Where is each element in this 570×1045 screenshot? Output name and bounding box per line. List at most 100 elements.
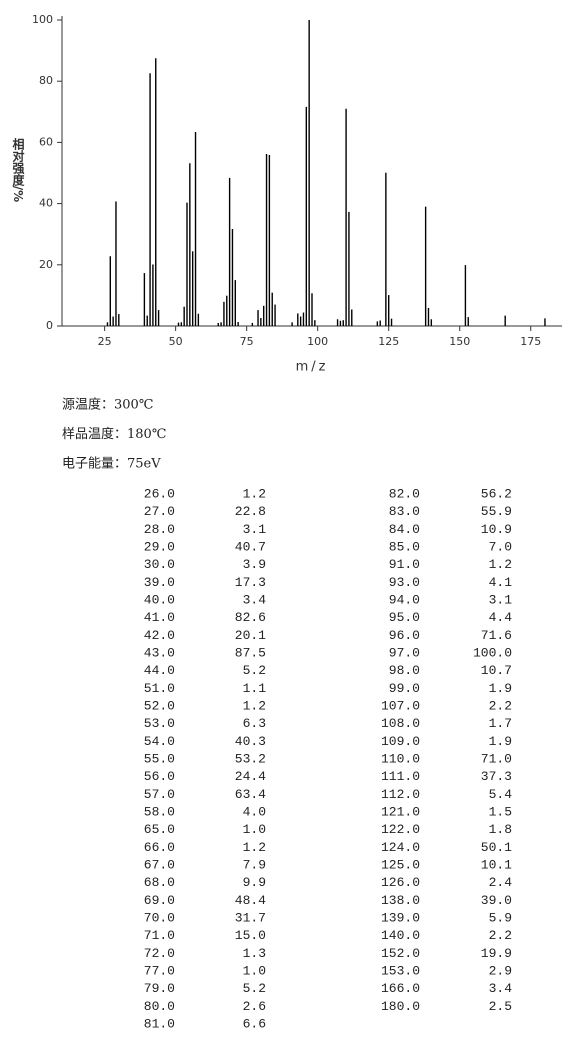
table-mz: 53.0: [144, 716, 175, 731]
table-mz: 97.0: [389, 645, 420, 660]
y-tick-label: 60: [39, 135, 53, 148]
table-intensity: 22.8: [235, 504, 266, 519]
table-mz: 180.0: [381, 999, 420, 1014]
table-intensity: 6.3: [243, 716, 266, 731]
table-intensity: 1.3: [243, 946, 266, 961]
table-intensity: 71.6: [481, 628, 512, 643]
table-mz: 26.0: [144, 486, 175, 501]
table-mz: 56.0: [144, 769, 175, 784]
table-intensity: 9.9: [243, 875, 266, 890]
table-mz: 27.0: [144, 504, 175, 519]
table-mz: 41.0: [144, 610, 175, 625]
table-intensity: 3.1: [489, 592, 513, 607]
table-intensity: 87.5: [235, 645, 266, 660]
table-mz: 111.0: [381, 769, 420, 784]
table-intensity: 1.8: [489, 822, 512, 837]
table-intensity: 63.4: [235, 787, 266, 802]
table-mz: 55.0: [144, 751, 175, 766]
table-intensity: 1.5: [489, 804, 512, 819]
table-mz: 152.0: [381, 946, 420, 961]
x-tick-label: 75: [240, 335, 254, 348]
table-intensity: 56.2: [481, 486, 512, 501]
table-intensity: 5.2: [243, 981, 266, 996]
table-mz: 110.0: [381, 751, 420, 766]
table-intensity: 71.0: [481, 751, 512, 766]
table-mz: 54.0: [144, 734, 175, 749]
table-mz: 72.0: [144, 946, 175, 961]
table-mz: 96.0: [389, 628, 420, 643]
table-intensity: 37.3: [481, 769, 512, 784]
table-mz: 65.0: [144, 822, 175, 837]
y-axis-label: 相对强度/%: [11, 136, 25, 202]
table-intensity: 1.2: [243, 698, 266, 713]
table-intensity: 2.9: [489, 964, 512, 979]
table-mz: 107.0: [381, 698, 420, 713]
table-mz: 51.0: [144, 681, 175, 696]
x-tick-label: 125: [378, 335, 399, 348]
x-tick-label: 100: [307, 335, 328, 348]
table-intensity: 50.1: [481, 840, 512, 855]
table-intensity: 5.4: [489, 787, 513, 802]
table-intensity: 2.2: [489, 928, 512, 943]
table-intensity: 5.9: [489, 911, 512, 926]
table-intensity: 82.6: [235, 610, 266, 625]
table-mz: 126.0: [381, 875, 420, 890]
table-mz: 44.0: [144, 663, 175, 678]
table-mz: 85.0: [389, 539, 420, 554]
table-intensity: 1.9: [489, 734, 512, 749]
table-intensity: 10.7: [481, 663, 512, 678]
table-mz: 70.0: [144, 911, 175, 926]
y-tick-label: 40: [39, 197, 53, 210]
table-mz: 40.0: [144, 592, 175, 607]
table-mz: 125.0: [381, 858, 420, 873]
table-intensity: 39.0: [481, 893, 512, 908]
table-intensity: 3.4: [243, 592, 267, 607]
table-intensity: 31.7: [235, 911, 266, 926]
table-intensity: 1.0: [243, 964, 266, 979]
table-mz: 57.0: [144, 787, 175, 802]
table-mz: 71.0: [144, 928, 175, 943]
table-mz: 99.0: [389, 681, 420, 696]
table-mz: 153.0: [381, 964, 420, 979]
table-intensity: 4.4: [489, 610, 513, 625]
table-intensity: 1.2: [243, 486, 266, 501]
table-intensity: 19.9: [481, 946, 512, 961]
table-mz: 166.0: [381, 981, 420, 996]
table-mz: 84.0: [389, 522, 420, 537]
table-mz: 93.0: [389, 575, 420, 590]
x-tick-label: 25: [98, 335, 112, 348]
y-tick-label: 0: [46, 319, 53, 332]
table-intensity: 7.9: [243, 858, 266, 873]
table-mz: 29.0: [144, 539, 175, 554]
table-mz: 28.0: [144, 522, 175, 537]
table-mz: 140.0: [381, 928, 420, 943]
table-mz: 124.0: [381, 840, 420, 855]
table-intensity: 10.9: [481, 522, 512, 537]
table-intensity: 6.6: [243, 1017, 266, 1032]
table-mz: 68.0: [144, 875, 175, 890]
y-tick-label: 20: [39, 258, 53, 271]
table-intensity: 17.3: [235, 575, 266, 590]
table-mz: 30.0: [144, 557, 175, 572]
table-mz: 52.0: [144, 698, 175, 713]
table-mz: 66.0: [144, 840, 175, 855]
table-intensity: 40.3: [235, 734, 266, 749]
table-intensity: 1.0: [243, 822, 266, 837]
table-mz: 122.0: [381, 822, 420, 837]
table-mz: 67.0: [144, 858, 175, 873]
condition: 源温度：300℃: [62, 397, 153, 413]
table-intensity: 5.2: [243, 663, 266, 678]
table-mz: 77.0: [144, 964, 175, 979]
condition: 电子能量：75eV: [62, 457, 161, 472]
y-tick-label: 100: [32, 13, 53, 26]
table-mz: 80.0: [144, 999, 175, 1014]
x-tick-label: 150: [449, 335, 470, 348]
table-intensity: 40.7: [235, 539, 266, 554]
table-mz: 42.0: [144, 628, 175, 643]
table-intensity: 3.4: [489, 981, 513, 996]
y-tick-label: 80: [39, 74, 53, 87]
table-mz: 109.0: [381, 734, 420, 749]
table-intensity: 48.4: [235, 893, 266, 908]
table-intensity: 10.1: [481, 858, 512, 873]
